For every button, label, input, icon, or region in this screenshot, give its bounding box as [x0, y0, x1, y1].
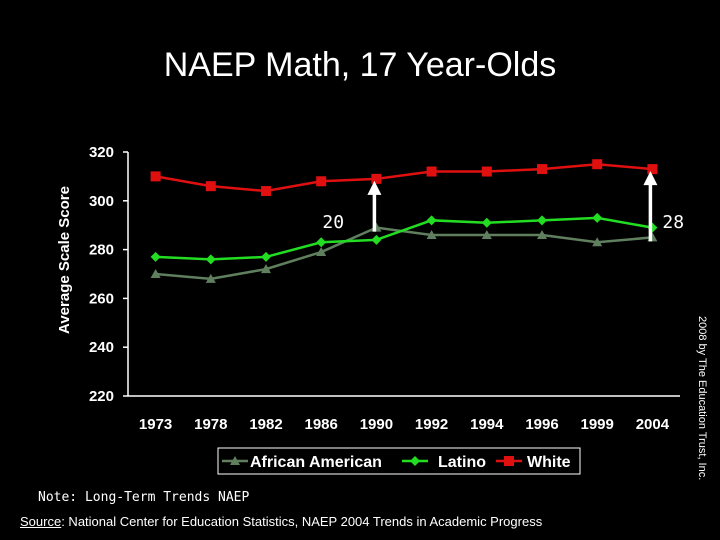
data-point: [481, 166, 492, 177]
y-tick-label: 280: [89, 242, 114, 259]
legend-item-white: White: [496, 454, 571, 471]
data-point: [426, 229, 437, 239]
series-line: [155, 162, 653, 193]
legend: African American Latino White: [217, 447, 581, 475]
data-point: [261, 264, 271, 274]
legend-box: [217, 447, 581, 475]
series-latino: [150, 212, 658, 265]
legend-label: Latino: [438, 454, 486, 471]
data-point: [205, 273, 216, 283]
data-point: [316, 176, 327, 187]
legend-item-african-american: African American: [222, 454, 382, 471]
data-point: [261, 251, 271, 262]
data-point: [647, 164, 658, 175]
x-tick-label: 1992: [415, 416, 448, 433]
x-tick-label: 1982: [249, 416, 282, 433]
x-tick-label: 1978: [194, 416, 227, 433]
data-point: [205, 181, 216, 192]
data-point: [150, 171, 161, 182]
source-text: : National Center for Education Statisti…: [61, 514, 543, 529]
x-tick-label: 1986: [305, 416, 338, 433]
axes: [123, 151, 680, 397]
x-tick-label: 1990: [360, 416, 393, 433]
data-point: [371, 234, 382, 245]
y-tick-label: 300: [89, 193, 114, 210]
x-tick-label: 1999: [581, 416, 614, 433]
series-group: [150, 159, 658, 283]
legend-item-latino: Latino: [402, 454, 486, 471]
legend-label: White: [527, 454, 571, 471]
x-tick-label: 1973: [139, 416, 172, 433]
gap-arrow-head: [643, 171, 658, 186]
copyright-credit: 2008 by The Education Trust, Inc.: [696, 316, 708, 481]
gap-arrow-head: [367, 180, 382, 195]
data-point: [481, 217, 492, 228]
data-point: [316, 247, 327, 257]
series-white: [150, 159, 658, 197]
legend-marker: [410, 456, 420, 466]
tick-labels: 220 240 260 280 300 320 1973 1978 1982 1986 1990 19…: [89, 144, 670, 433]
x-tick-label: 1996: [525, 416, 558, 433]
data-point: [205, 254, 216, 265]
annotations: 20 28: [322, 171, 684, 242]
data-point: [316, 237, 327, 248]
series-african-american: [150, 222, 658, 283]
data-point: [537, 164, 547, 175]
data-point: [150, 269, 161, 278]
y-tick-label: 320: [89, 144, 114, 161]
data-point: [592, 212, 603, 223]
y-tick-label: 260: [89, 290, 114, 307]
data-point: [592, 237, 603, 247]
data-point: [150, 251, 161, 262]
footnote: Note: Long-Term Trends NAEP: [38, 490, 250, 505]
legend-marker: [230, 456, 240, 465]
data-point: [426, 166, 437, 177]
legend-label: African American: [250, 454, 382, 471]
series-line: [155, 216, 653, 261]
gap-label: 20: [322, 212, 344, 233]
data-point: [261, 186, 271, 197]
chart-title: NAEP Math, 17 Year-Olds: [163, 46, 557, 84]
source-line: Source: National Center for Education St…: [20, 514, 542, 529]
data-point: [592, 159, 603, 170]
series-line: [155, 226, 653, 281]
data-point: [537, 229, 547, 239]
y-tick-label: 240: [89, 339, 114, 356]
data-point: [481, 229, 492, 239]
data-point: [426, 215, 437, 226]
source-label: Source: [20, 514, 62, 529]
legend-marker: [504, 456, 514, 466]
gap-label: 28: [662, 212, 684, 233]
x-tick-label: 2004: [636, 416, 670, 433]
y-tick-label: 220: [89, 388, 114, 405]
x-tick-label: 1994: [470, 416, 504, 433]
data-point: [371, 173, 382, 184]
data-point: [537, 215, 547, 226]
y-axis-label: Average Scale Score: [56, 186, 73, 334]
